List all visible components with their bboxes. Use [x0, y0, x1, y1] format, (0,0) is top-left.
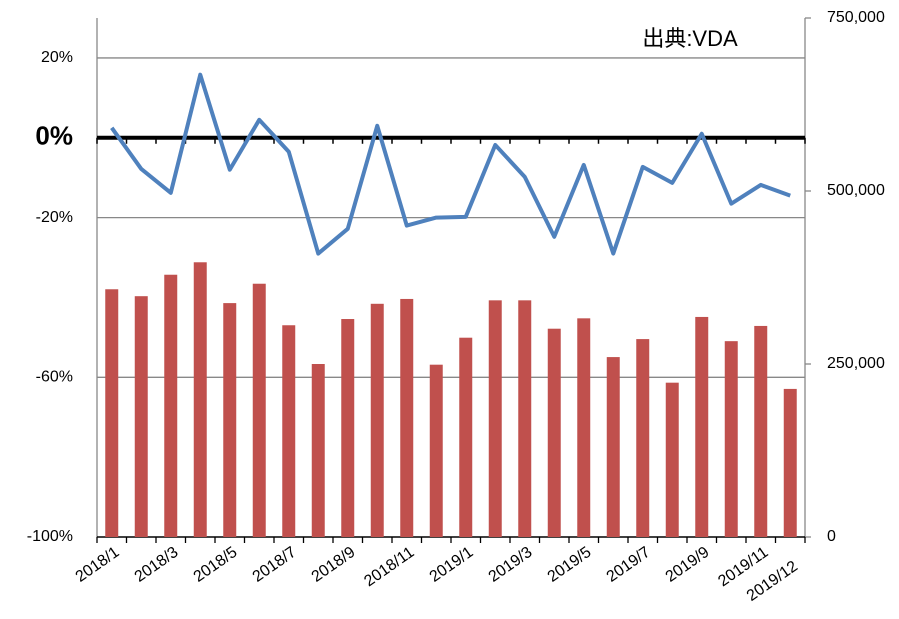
- line: [110, 72, 791, 256]
- bar: [754, 325, 768, 537]
- x-tick-label: 2018/3: [132, 544, 182, 586]
- bar: [665, 382, 679, 537]
- bar: [223, 303, 237, 537]
- bar: [606, 357, 620, 537]
- bar: [429, 364, 443, 537]
- x-tick-label: 2019/1: [427, 544, 477, 586]
- y2-tick-label: 0: [827, 528, 836, 545]
- bar: [164, 274, 178, 537]
- bar: [370, 303, 384, 537]
- bar: [134, 296, 148, 537]
- x-tick-label: 2019/9: [663, 544, 713, 586]
- bar: [695, 316, 709, 537]
- y2-tick-label: 750,000: [827, 9, 885, 26]
- bar: [341, 319, 355, 537]
- bar: [724, 341, 738, 537]
- bar: [547, 328, 561, 537]
- bar: [636, 339, 650, 537]
- y2-tick-label: 250,000: [827, 355, 885, 372]
- bar: [459, 337, 473, 537]
- x-tick-label: 2019/5: [545, 544, 595, 586]
- x-tick-label: 2018/9: [309, 544, 359, 586]
- bar: [282, 325, 296, 537]
- bar: [400, 298, 414, 537]
- y-tick-label: -60%: [36, 369, 73, 386]
- y-tick-label: 0%: [35, 121, 73, 151]
- y-tick-label: 20%: [41, 49, 73, 66]
- bar: [488, 300, 502, 537]
- bar: [105, 289, 119, 537]
- x-tick-label: 2018/7: [250, 544, 300, 586]
- annotation: 出典:VDA: [642, 26, 738, 51]
- bar: [252, 283, 266, 537]
- bar: [577, 318, 591, 537]
- bar: [783, 388, 797, 537]
- x-tick-label: 2018/5: [191, 544, 241, 586]
- bar: [518, 300, 532, 537]
- x-tick-label: 2018/1: [73, 544, 123, 586]
- y-tick-label: -100%: [27, 528, 73, 545]
- x-tick-label: 2019/3: [486, 544, 536, 586]
- y-tick-label: -20%: [36, 209, 73, 226]
- x-tick-label: 2018/11: [361, 544, 417, 590]
- y2-tick-label: 500,000: [827, 182, 885, 199]
- bar: [193, 262, 207, 537]
- x-tick-label: 2019/7: [604, 544, 654, 586]
- bar: [311, 364, 325, 537]
